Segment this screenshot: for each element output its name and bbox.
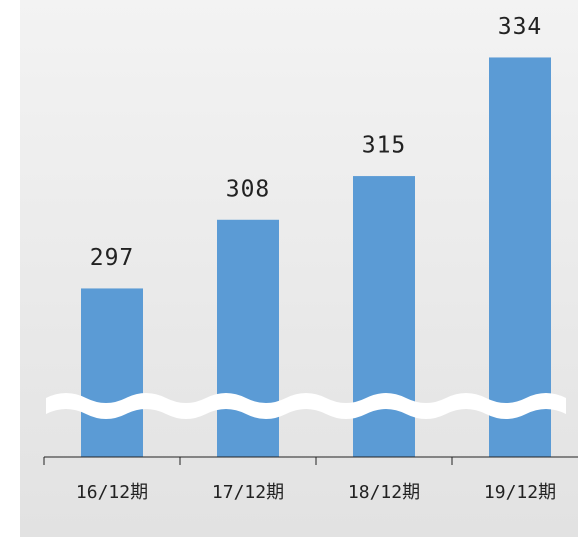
bar — [489, 57, 551, 457]
x-tick-label: 19/12期 — [484, 482, 556, 503]
plot — [81, 57, 551, 458]
x-tick-label: 17/12期 — [212, 482, 284, 503]
value-label: 315 — [362, 133, 407, 159]
value-label: 308 — [226, 176, 271, 202]
x-tick-label: 18/12期 — [348, 482, 420, 503]
axis-break — [46, 393, 566, 419]
value-label: 334 — [498, 14, 543, 40]
x-tick-label: 16/12期 — [76, 482, 148, 503]
value-label: 297 — [90, 245, 135, 271]
bar — [81, 288, 143, 457]
bar — [217, 219, 279, 457]
